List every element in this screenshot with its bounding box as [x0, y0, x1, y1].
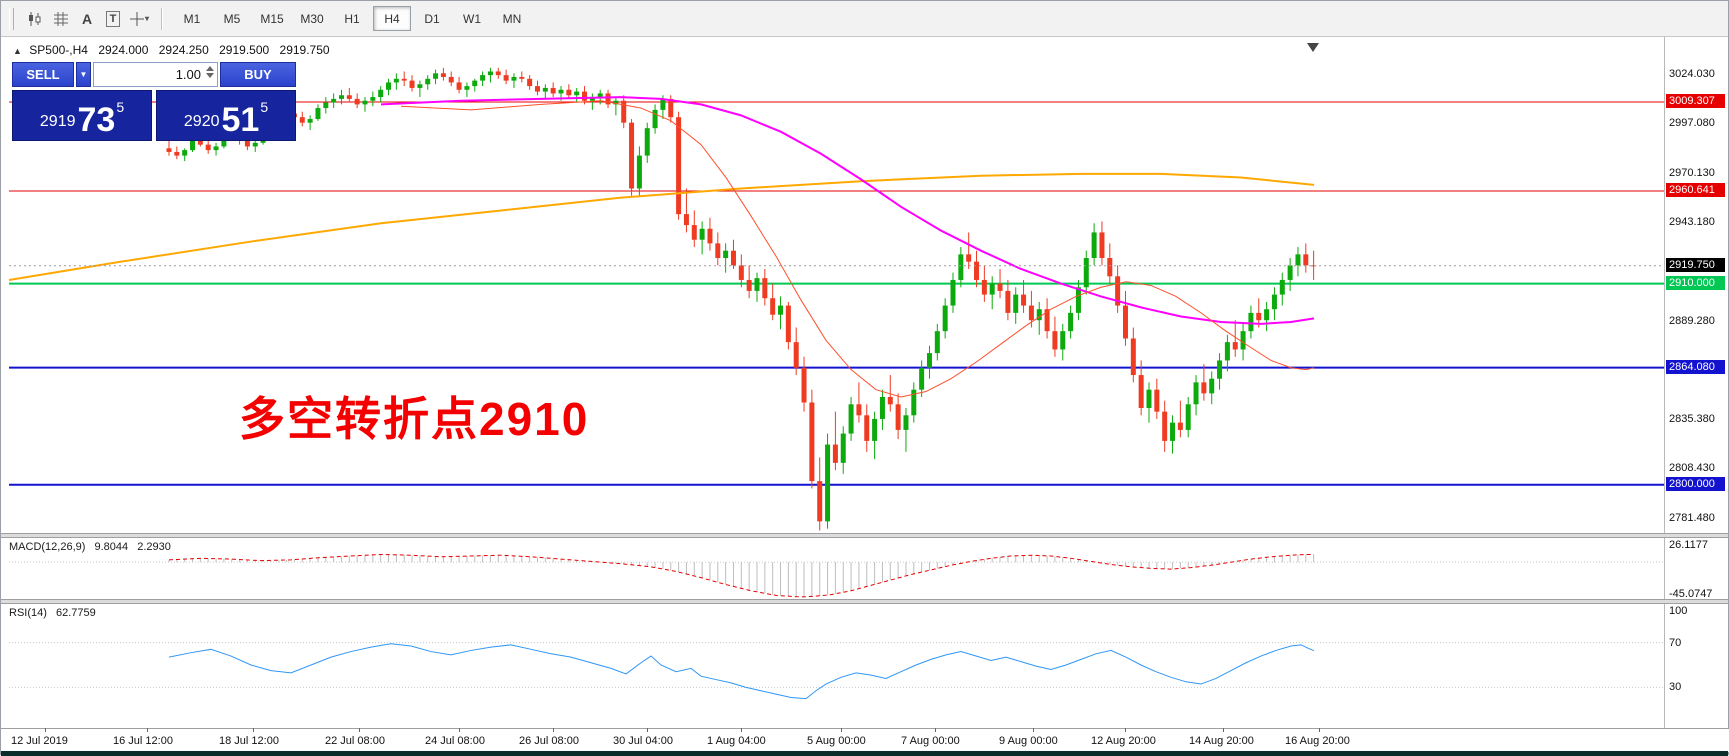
sell-price-pips: 73: [77, 101, 116, 140]
sell-button[interactable]: SELL: [12, 62, 74, 87]
time-axis[interactable]: [1, 728, 1729, 752]
toolbar: A T ▾ M1 M5 M15 M30 H1 H4 D1 W1 MN: [1, 1, 1728, 37]
buy-price-pips: 51: [221, 101, 260, 140]
charts-icon[interactable]: [22, 7, 48, 31]
toolbar-drag-handle[interactable]: [9, 7, 14, 30]
rsi-value: 62.7759: [55, 607, 96, 619]
candles: [166, 67, 1317, 531]
tf-m15[interactable]: M15: [260, 11, 284, 26]
crosshair-glyph: [129, 11, 144, 26]
toolbar-separator: [161, 7, 163, 30]
sell-price-fraction: 5: [116, 99, 125, 115]
ma-fast-red: [400, 100, 1315, 398]
rsi-title: RSI(14) 62.7759: [9, 607, 102, 619]
buy-price-box[interactable]: 2920 51 5: [156, 90, 296, 141]
macd-signal-value: 2.2930: [137, 541, 171, 553]
ohlc-low: 2919.500: [219, 43, 270, 57]
tf-m1[interactable]: M1: [183, 11, 201, 26]
price-chart[interactable]: [1, 37, 1729, 534]
tf-m5[interactable]: M5: [223, 11, 241, 26]
chart-header: ▲ SP500-,H4 2924.000 2924.250 2919.500 2…: [13, 43, 337, 57]
tf-h4[interactable]: H4: [373, 6, 411, 31]
volume-spinner[interactable]: [206, 66, 214, 78]
buy-button[interactable]: BUY: [220, 62, 296, 87]
macd-splitter[interactable]: [1, 533, 1728, 538]
text-box-glyph: T: [105, 10, 121, 27]
volume-value: 1.00: [175, 67, 201, 82]
tf-w1[interactable]: W1: [463, 11, 481, 26]
macd-signal-line: [168, 553, 1315, 598]
macd-title: MACD(12,26,9) 9.8044 2.2930: [9, 541, 177, 553]
crosshair-tools-icon[interactable]: ▾: [126, 7, 152, 31]
sell-price-big-figure: 2919: [39, 113, 76, 130]
rsi-name: RSI(14): [9, 607, 47, 619]
ohlc-open: 2924.000: [98, 43, 149, 57]
macd-name: MACD(12,26,9): [9, 541, 86, 553]
macd-value: 9.8044: [94, 541, 129, 553]
ohlc-close: 2919.750: [279, 43, 330, 57]
text-box-icon[interactable]: T: [100, 7, 126, 31]
collapse-panel-arrow[interactable]: ▲: [13, 46, 22, 56]
volume-input[interactable]: 1.00: [93, 62, 218, 87]
ma-mid-magenta: [380, 96, 1315, 325]
price-axis-separator: [1664, 37, 1665, 751]
chart-text-annotation[interactable]: 多空转折点2910: [239, 393, 590, 445]
buy-price-fraction: 5: [260, 99, 269, 115]
rsi-splitter[interactable]: [1, 599, 1728, 604]
symbol-title: SP500-,H4: [29, 43, 88, 57]
sell-price-box[interactable]: 2919 73 5: [12, 90, 152, 141]
tf-mn[interactable]: MN: [502, 11, 522, 26]
chevron-down-icon: ▾: [144, 14, 149, 23]
volume-dropdown-icon[interactable]: ▼: [76, 62, 91, 87]
charts-icon-glyph: [29, 11, 41, 26]
ma-slow-orange: [8, 172, 1315, 281]
tf-d1[interactable]: D1: [424, 11, 440, 26]
chart-shift-marker[interactable]: [1307, 43, 1319, 52]
tf-m30[interactable]: M30: [300, 11, 324, 26]
tf-h1[interactable]: H1: [344, 11, 360, 26]
macd-panel[interactable]: [1, 538, 1729, 601]
grid-icon[interactable]: [48, 7, 74, 31]
taskbar-strip: [1, 751, 1728, 756]
macd-histogram: [168, 554, 1315, 597]
grid-icon-glyph: [54, 11, 68, 26]
rsi-line: [168, 643, 1315, 700]
ohlc-high: 2924.250: [158, 43, 209, 57]
one-click-trading-panel: SELL ▼ 1.00 BUY 2919 73 5 2920 51 5: [12, 62, 296, 141]
text-label-glyph: A: [81, 10, 93, 27]
rsi-panel[interactable]: [1, 604, 1729, 728]
buy-price-big-figure: 2920: [183, 113, 220, 130]
text-label-icon[interactable]: A: [74, 7, 100, 31]
